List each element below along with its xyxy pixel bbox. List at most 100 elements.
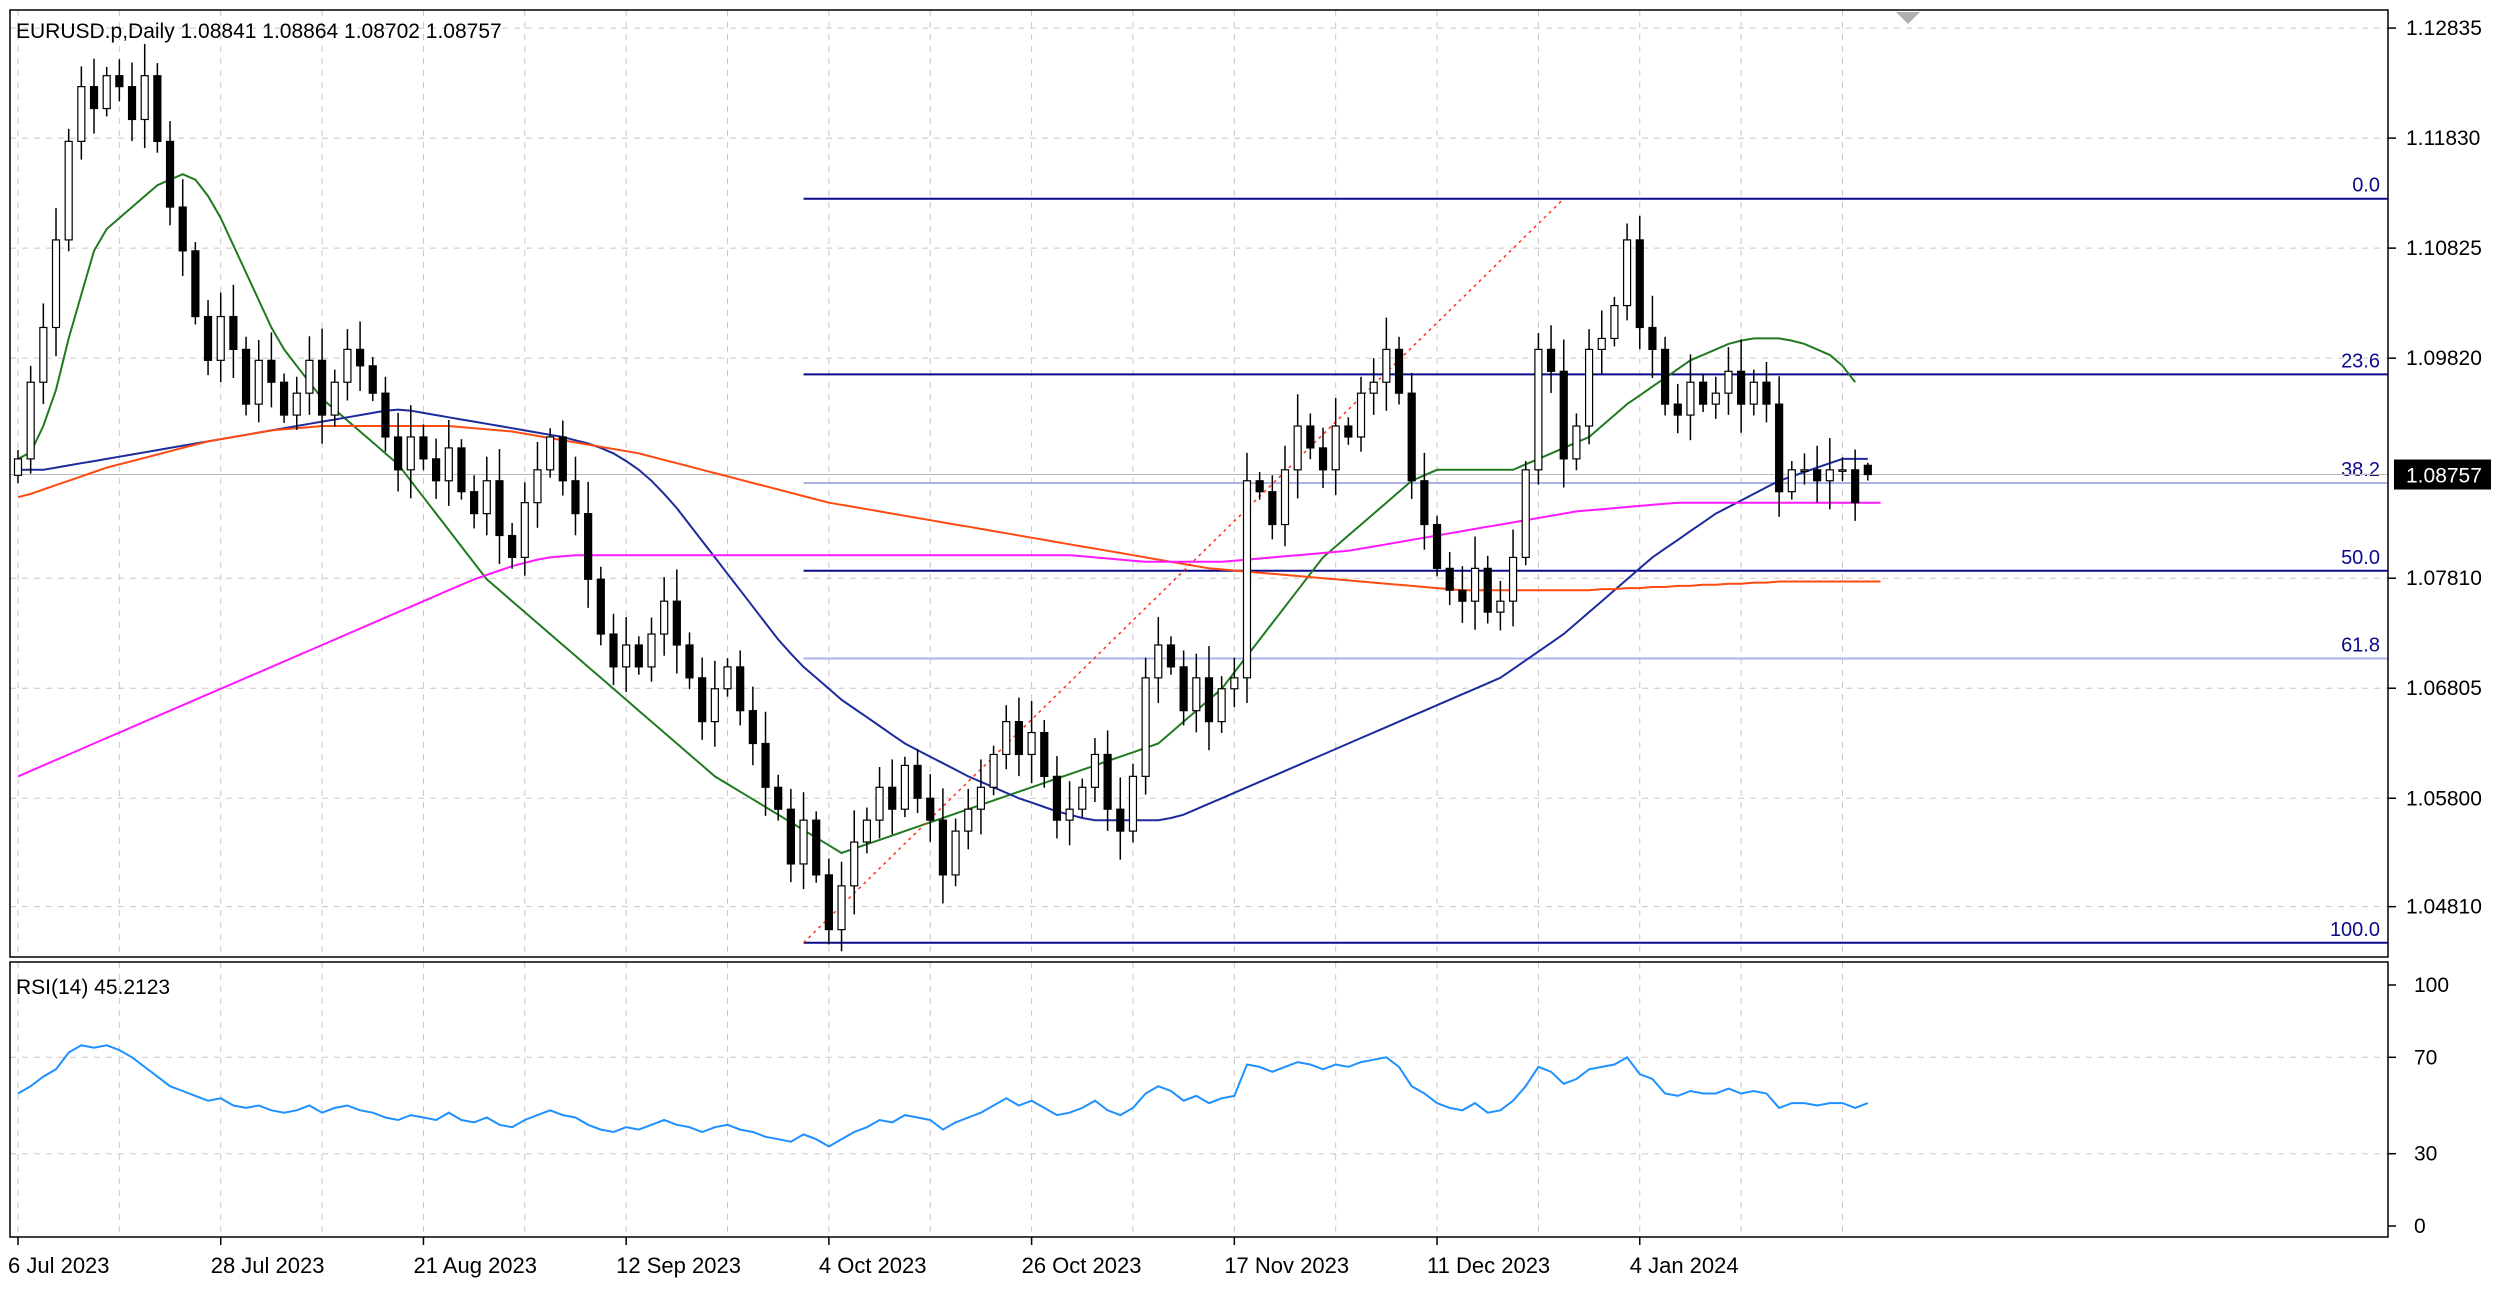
candle-bull xyxy=(1470,567,1480,602)
candle-bear xyxy=(203,315,213,361)
price-tick-label: 1.05800 xyxy=(2406,787,2482,810)
candle-bear xyxy=(1648,326,1657,350)
candle-bear xyxy=(913,764,922,799)
candle-bear xyxy=(1344,425,1353,438)
candle-bear xyxy=(508,534,517,558)
candle-bear xyxy=(926,797,935,821)
candle-bull xyxy=(140,75,149,121)
date-tick-label: 11 Dec 2023 xyxy=(1427,1253,1550,1278)
candle-bear xyxy=(1432,523,1442,569)
candle-bull xyxy=(482,480,491,515)
date-tick-label: 4 Jan 2024 xyxy=(1630,1253,1739,1278)
candle-bull xyxy=(102,75,111,110)
candle-bull xyxy=(1508,556,1518,602)
candle-bear xyxy=(1546,348,1556,372)
candle-bear xyxy=(736,666,745,712)
candle-bear xyxy=(812,819,821,876)
candle-bear xyxy=(1813,469,1822,482)
candle-bull xyxy=(1331,425,1340,471)
candle-bear xyxy=(938,819,948,876)
candle-bull xyxy=(647,633,656,668)
candle-bear xyxy=(1166,644,1176,668)
candle-bull xyxy=(64,140,73,241)
candle-bull xyxy=(533,469,542,504)
candle-bear xyxy=(1775,403,1784,493)
candle-bear xyxy=(355,348,365,367)
candle-bull xyxy=(51,239,61,329)
candle-bull xyxy=(1382,348,1391,383)
candle-bull xyxy=(1572,425,1581,460)
candle-bull xyxy=(1749,381,1758,405)
moving-average-long xyxy=(17,425,1881,592)
candle-bull xyxy=(1065,808,1074,821)
candle-bear xyxy=(1306,425,1315,449)
price-tick-label: 1.09820 xyxy=(2406,347,2482,370)
candle-bear xyxy=(279,381,289,416)
candle-bear xyxy=(1318,447,1328,471)
candle-bull xyxy=(710,688,719,723)
moving-average-200 xyxy=(17,501,1881,778)
candle-bear xyxy=(1762,381,1771,405)
candle-bull xyxy=(39,326,48,383)
candle-bull xyxy=(77,86,86,142)
rsi-tick-label: 100 xyxy=(2414,974,2449,997)
candle-bear xyxy=(241,348,251,405)
candle-bull xyxy=(1154,644,1163,679)
candle-bear xyxy=(89,86,99,110)
candle-bull xyxy=(1521,469,1530,558)
candle-bear xyxy=(419,436,428,460)
candle-bull xyxy=(13,458,23,476)
main-panel-frame xyxy=(9,9,2389,958)
candle-bull xyxy=(660,600,669,635)
candle-bull xyxy=(862,819,871,843)
candle-bull xyxy=(1584,348,1594,427)
candle-bear xyxy=(1699,381,1708,405)
candle-bear xyxy=(495,480,504,537)
candle-bear xyxy=(457,447,466,493)
candle-bear xyxy=(1851,469,1860,504)
candle-bull xyxy=(343,348,352,383)
date-tick-label: 6 Jul 2023 xyxy=(8,1253,110,1278)
current-price-tag xyxy=(2394,459,2491,490)
candle-bear xyxy=(748,710,757,745)
candle-bear xyxy=(1407,392,1416,482)
candle-bear xyxy=(1483,567,1492,613)
candle-bear xyxy=(698,677,707,723)
fib-level-label: 0.0 xyxy=(2352,175,2380,197)
candle-bull xyxy=(1369,381,1378,394)
candle-bull xyxy=(850,841,859,887)
fib-level-label: 50.0 xyxy=(2341,547,2380,569)
candle-bull xyxy=(1622,239,1632,307)
candle-bull xyxy=(1356,392,1366,438)
rsi-line xyxy=(17,1044,1869,1148)
candle-bear xyxy=(1116,808,1125,832)
candle-bear xyxy=(596,578,605,635)
candle-bear xyxy=(786,808,795,865)
candle-bull xyxy=(1128,775,1138,832)
candle-bear xyxy=(165,140,175,208)
fib-level-label: 38.2 xyxy=(2341,459,2380,481)
candle-bear xyxy=(1204,677,1214,723)
candle-bull xyxy=(292,392,301,416)
candle-bull xyxy=(989,753,998,788)
candle-bear xyxy=(1559,370,1568,460)
candle-bull xyxy=(1141,677,1150,777)
candle-bear xyxy=(1420,480,1429,526)
candle-bear xyxy=(368,365,377,394)
candle-bear xyxy=(558,436,567,482)
candle-bear xyxy=(1737,370,1746,405)
candle-bear xyxy=(127,86,137,121)
candle-bear xyxy=(191,250,200,318)
candle-bull xyxy=(1711,392,1720,405)
candle-bear xyxy=(1052,775,1062,821)
candle-bull xyxy=(951,830,960,876)
candle-bull xyxy=(406,436,415,471)
candle-bull xyxy=(1838,469,1847,472)
candle-bull xyxy=(1242,480,1252,679)
date-tick-label: 28 Jul 2023 xyxy=(211,1253,325,1278)
candle-bear xyxy=(115,75,124,88)
candle-bear xyxy=(1179,666,1188,712)
candle-bear xyxy=(1673,403,1682,416)
candle-bull xyxy=(1078,786,1087,810)
